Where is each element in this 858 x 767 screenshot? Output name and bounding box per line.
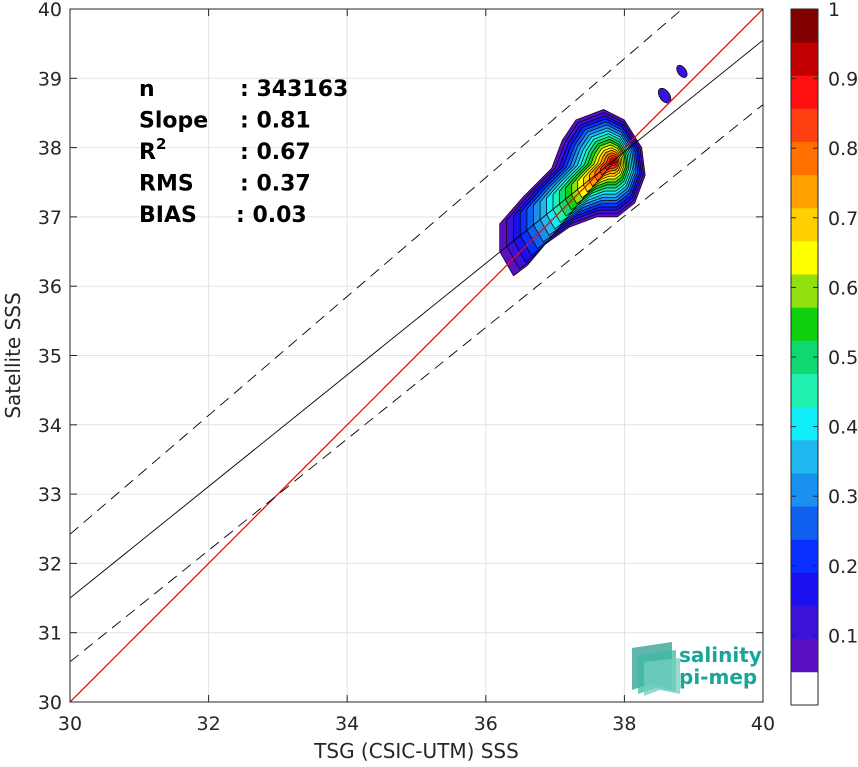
stat-value: : 0.81	[240, 109, 311, 134]
logo-wave-icon	[632, 642, 680, 696]
colorbar-segment	[791, 307, 818, 341]
stat-superscript: 2	[156, 135, 166, 153]
colorbar-segment	[791, 42, 818, 76]
stat-value: : 0.37	[240, 172, 311, 197]
y-tick-label: 35	[38, 346, 62, 368]
x-axis-ticks: 30 32 34 36 38 40	[58, 9, 775, 735]
colorbar-tick-label: 0.9	[828, 69, 858, 91]
x-tick-label: 32	[197, 713, 221, 735]
colorbar-segment	[791, 605, 818, 640]
y-axis-label: Satellite SSS	[1, 292, 25, 418]
x-tick-label: 34	[335, 713, 359, 735]
stat-value: : 343163	[240, 77, 348, 102]
y-tick-label: 37	[38, 207, 62, 229]
stat-value: : 0.03	[236, 203, 307, 228]
colorbar: 0.1 0.2 0.3 0.4 0.5 0.6 0.7 0.8 0.9 1	[790, 0, 858, 706]
stat-value: : 0.67	[240, 140, 311, 165]
colorbar-tick-label: 0.3	[828, 486, 858, 508]
colorbar-segment	[791, 671, 818, 706]
contour-island	[676, 64, 688, 78]
colorbar-tick-label: 0.6	[828, 277, 858, 299]
fit-upper-line	[70, 9, 683, 535]
colorbar-tick-label: 0.2	[828, 556, 858, 578]
colorbar-tick-label: 0.7	[828, 208, 858, 230]
x-tick-label: 30	[58, 713, 82, 735]
y-tick-label: 32	[38, 553, 62, 575]
colorbar-tick-label: 0.8	[828, 138, 858, 160]
grid-lines	[70, 9, 763, 702]
stat-label: n	[139, 77, 155, 102]
colorbar-segment	[791, 572, 818, 606]
stat-label: Slope	[139, 109, 208, 134]
colorbar-segment	[791, 406, 818, 441]
colorbar-segment	[791, 108, 818, 142]
colorbar-segment	[791, 539, 818, 573]
logo-text-line1: salinity	[679, 643, 762, 667]
y-tick-label: 34	[38, 415, 62, 437]
regression-lines	[70, 9, 763, 702]
x-tick-label: 36	[474, 713, 498, 735]
x-tick-label: 40	[751, 713, 775, 735]
stat-label: BIAS	[139, 203, 197, 228]
colorbar-tick-label: 0.4	[828, 417, 858, 439]
logo-text-line2: pi-mep	[679, 665, 757, 689]
colorbar-segment	[791, 174, 818, 209]
x-axis-label: TSG (CSIC-UTM) SSS	[313, 739, 519, 763]
y-tick-label: 36	[38, 276, 62, 298]
x-tick-label: 38	[612, 713, 636, 735]
colorbar-tick-label: 1	[828, 0, 840, 21]
colorbar-tick-label: 0.5	[828, 347, 858, 369]
y-tick-label: 40	[38, 0, 62, 21]
colorbar-segment	[791, 274, 818, 308]
identity-line	[70, 9, 763, 702]
y-tick-label: 38	[38, 138, 62, 160]
y-axis-ticks: 30 31 32 33 34 35 36 37 38 39 40	[38, 0, 763, 714]
salinity-pimep-logo: salinity pi-mep	[632, 642, 762, 696]
stat-label: RMS	[139, 172, 194, 197]
stat-label: R2	[139, 135, 166, 165]
colorbar-segment	[791, 241, 818, 275]
colorbar-segment	[791, 9, 818, 43]
y-tick-label: 30	[38, 692, 62, 714]
colorbar-segment	[791, 207, 818, 242]
colorbar-segment	[791, 638, 818, 673]
stats-block: n : 343163 Slope : 0.81 R2 : 0.67 RMS : 0.37 BIA…	[139, 77, 348, 228]
colorbar-segment	[791, 506, 818, 540]
y-tick-label: 31	[38, 623, 62, 645]
colorbar-segment	[791, 473, 818, 507]
fit-lower-line	[70, 104, 763, 663]
contour-island	[657, 87, 672, 104]
y-tick-label: 33	[38, 484, 62, 506]
y-tick-label: 39	[38, 68, 62, 90]
colorbar-segment	[791, 75, 818, 109]
colorbar-segment	[791, 141, 818, 176]
colorbar-segment	[791, 439, 818, 474]
fit-line	[70, 39, 763, 599]
colorbar-segment	[791, 373, 818, 408]
colorbar-tick-label: 0.1	[828, 625, 858, 647]
